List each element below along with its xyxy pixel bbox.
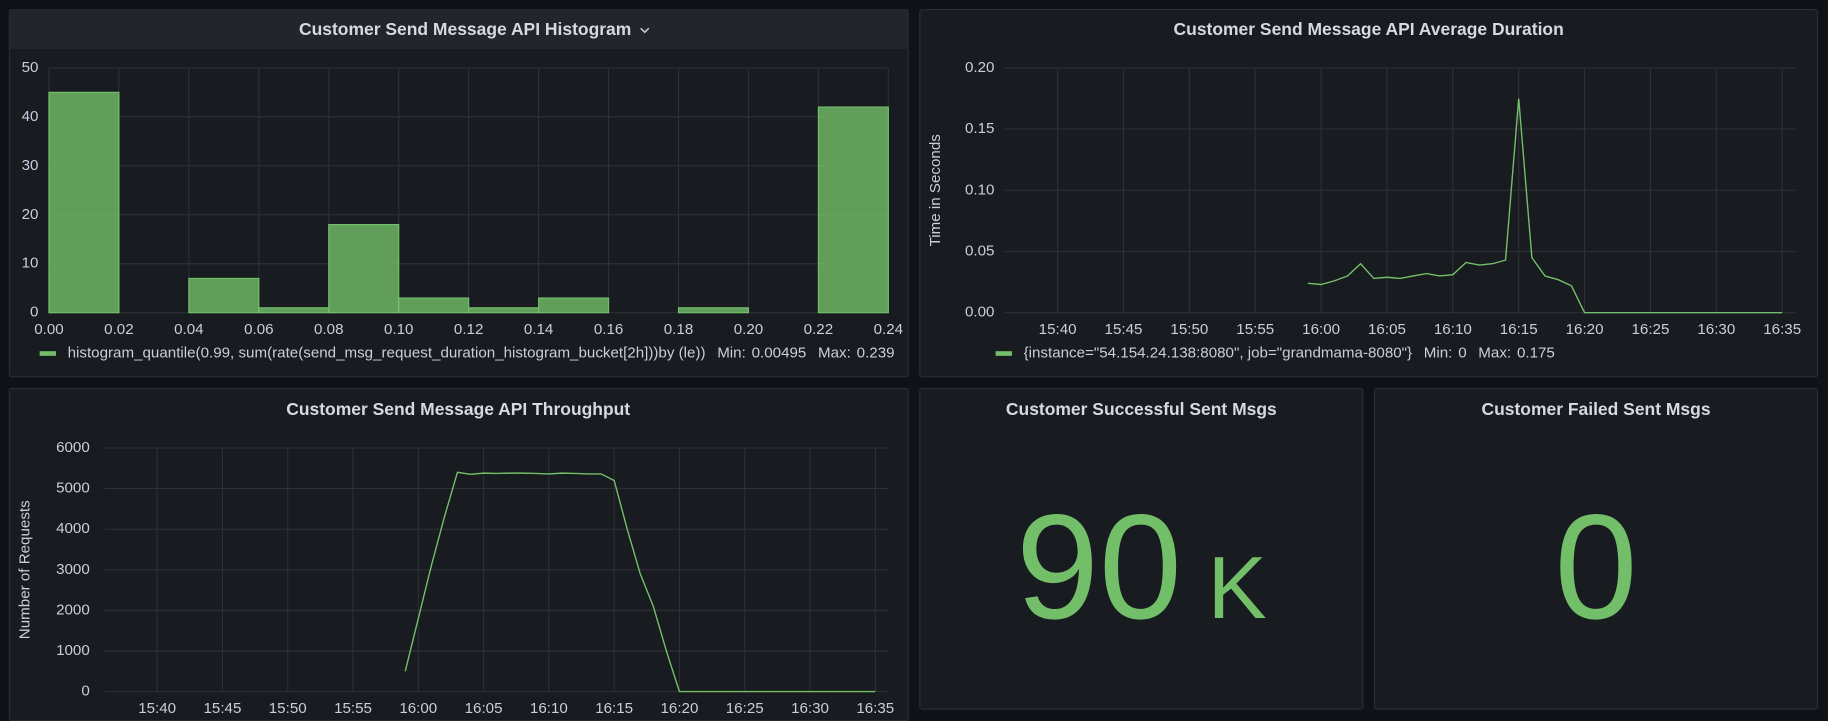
panel-title: Customer Successful Sent Msgs	[1006, 399, 1277, 419]
legend-stat-value: 0	[1458, 345, 1466, 362]
x-tick-label: 16:05	[465, 700, 503, 717]
x-tick-label: 0.04	[174, 321, 203, 338]
stat-value: 90	[1016, 483, 1182, 650]
panel-title[interactable]: Customer Send Message API Histogram	[299, 19, 631, 39]
y-tick-label: 30	[22, 157, 39, 174]
x-tick-label: 16:20	[1566, 321, 1604, 338]
x-tick-label: 0.10	[384, 321, 413, 338]
y-tick-label: 4000	[56, 520, 90, 537]
panel-title: Customer Failed Sent Msgs	[1481, 399, 1710, 419]
x-tick-label: 16:25	[726, 700, 764, 717]
legend-label[interactable]: histogram_quantile(0.99, sum(rate(send_m…	[68, 345, 706, 362]
x-tick-label: 0.22	[804, 321, 833, 338]
y-tick-label: 2000	[56, 601, 90, 618]
legend-stat-label: Min:	[1424, 345, 1453, 362]
x-tick-label: 15:40	[138, 700, 176, 717]
y-tick-label: 6000	[56, 439, 90, 456]
x-tick-label: 16:30	[1697, 321, 1735, 338]
y-tick-label: 5000	[56, 480, 90, 497]
y-tick-label: 0.05	[965, 242, 994, 259]
panel-title: Customer Send Message API Throughput	[286, 399, 630, 419]
histogram-bar	[188, 277, 260, 314]
stat-unit: K	[1208, 538, 1267, 637]
y-tick-label: 1000	[56, 642, 90, 659]
x-tick-label: 16:00	[1302, 321, 1340, 338]
y-tick-label: 0.00	[965, 304, 994, 321]
legend-label[interactable]: {instance="54.154.24.138:8080", job="gra…	[1024, 345, 1413, 362]
panel	[1373, 387, 1819, 710]
x-tick-label: 0.20	[734, 321, 763, 338]
series-line	[1307, 98, 1783, 314]
legend-swatch	[39, 351, 56, 356]
x-tick-label: 15:50	[269, 700, 307, 717]
x-tick-label: 15:45	[203, 700, 241, 717]
x-tick-label: 16:10	[530, 700, 568, 717]
x-tick-label: 15:50	[1170, 321, 1208, 338]
legend-stat-value: 0.239	[857, 345, 895, 362]
x-tick-label: 0.00	[34, 321, 63, 338]
histogram-bar	[48, 91, 120, 314]
x-tick-label: 0.18	[664, 321, 693, 338]
panel	[919, 387, 1364, 710]
histogram-bar	[398, 297, 470, 314]
x-tick-label: 16:15	[1500, 321, 1538, 338]
y-tick-label: 0.20	[965, 59, 994, 76]
x-tick-label: 0.24	[874, 321, 903, 338]
y-tick-label: 20	[22, 206, 39, 223]
x-tick-label: 16:10	[1434, 321, 1472, 338]
legend-swatch	[995, 351, 1012, 356]
x-tick-label: 0.16	[594, 321, 623, 338]
histogram-bar	[677, 307, 750, 314]
x-tick-label: 16:35	[856, 700, 894, 717]
y-tick-label: 0.15	[965, 120, 994, 137]
legend-stat-label: Max:	[1478, 345, 1511, 362]
y-tick-label: 0	[30, 304, 38, 321]
y-axis-label: Time in Seconds	[927, 134, 944, 247]
x-tick-label: 16:00	[399, 700, 437, 717]
histogram-bar	[468, 307, 540, 314]
x-tick-label: 16:25	[1632, 321, 1670, 338]
legend-stat-label: Max:	[818, 345, 851, 362]
x-tick-label: 15:55	[1236, 321, 1274, 338]
legend-stat-label: Min:	[717, 345, 746, 362]
series-line	[404, 471, 876, 693]
x-tick-label: 16:05	[1368, 321, 1406, 338]
y-tick-label: 0.10	[965, 181, 994, 198]
panel-header	[9, 9, 909, 50]
panel	[8, 387, 909, 721]
panel-title: Customer Send Message API Average Durati…	[1174, 19, 1564, 39]
histogram-bar	[538, 297, 610, 314]
x-tick-label: 16:15	[595, 700, 633, 717]
x-tick-label: 15:40	[1039, 321, 1077, 338]
histogram-bar	[258, 307, 330, 314]
x-tick-label: 0.02	[104, 321, 133, 338]
x-tick-label: 16:35	[1763, 321, 1801, 338]
x-tick-label: 16:20	[660, 700, 698, 717]
y-tick-label: 0	[81, 683, 89, 700]
legend-stat-value: 0.175	[1517, 345, 1555, 362]
x-tick-label: 0.08	[314, 321, 343, 338]
y-tick-label: 10	[22, 255, 39, 272]
x-tick-label: 15:45	[1105, 321, 1143, 338]
x-tick-label: 0.12	[454, 321, 483, 338]
x-tick-label: 0.14	[524, 321, 553, 338]
histogram-bar	[817, 106, 889, 314]
x-tick-label: 15:55	[334, 700, 372, 717]
y-tick-label: 40	[22, 108, 39, 125]
legend-stat-value: 0.00495	[752, 345, 807, 362]
y-tick-label: 3000	[56, 561, 90, 578]
stat-value: 0	[1555, 483, 1638, 650]
x-tick-label: 16:30	[791, 700, 829, 717]
y-tick-label: 50	[22, 59, 39, 76]
menu-chevron[interactable]	[640, 27, 650, 34]
histogram-bar	[328, 223, 400, 314]
panel	[919, 9, 1819, 378]
y-axis-label: Number of Requests	[17, 500, 34, 639]
x-tick-label: 0.06	[244, 321, 273, 338]
